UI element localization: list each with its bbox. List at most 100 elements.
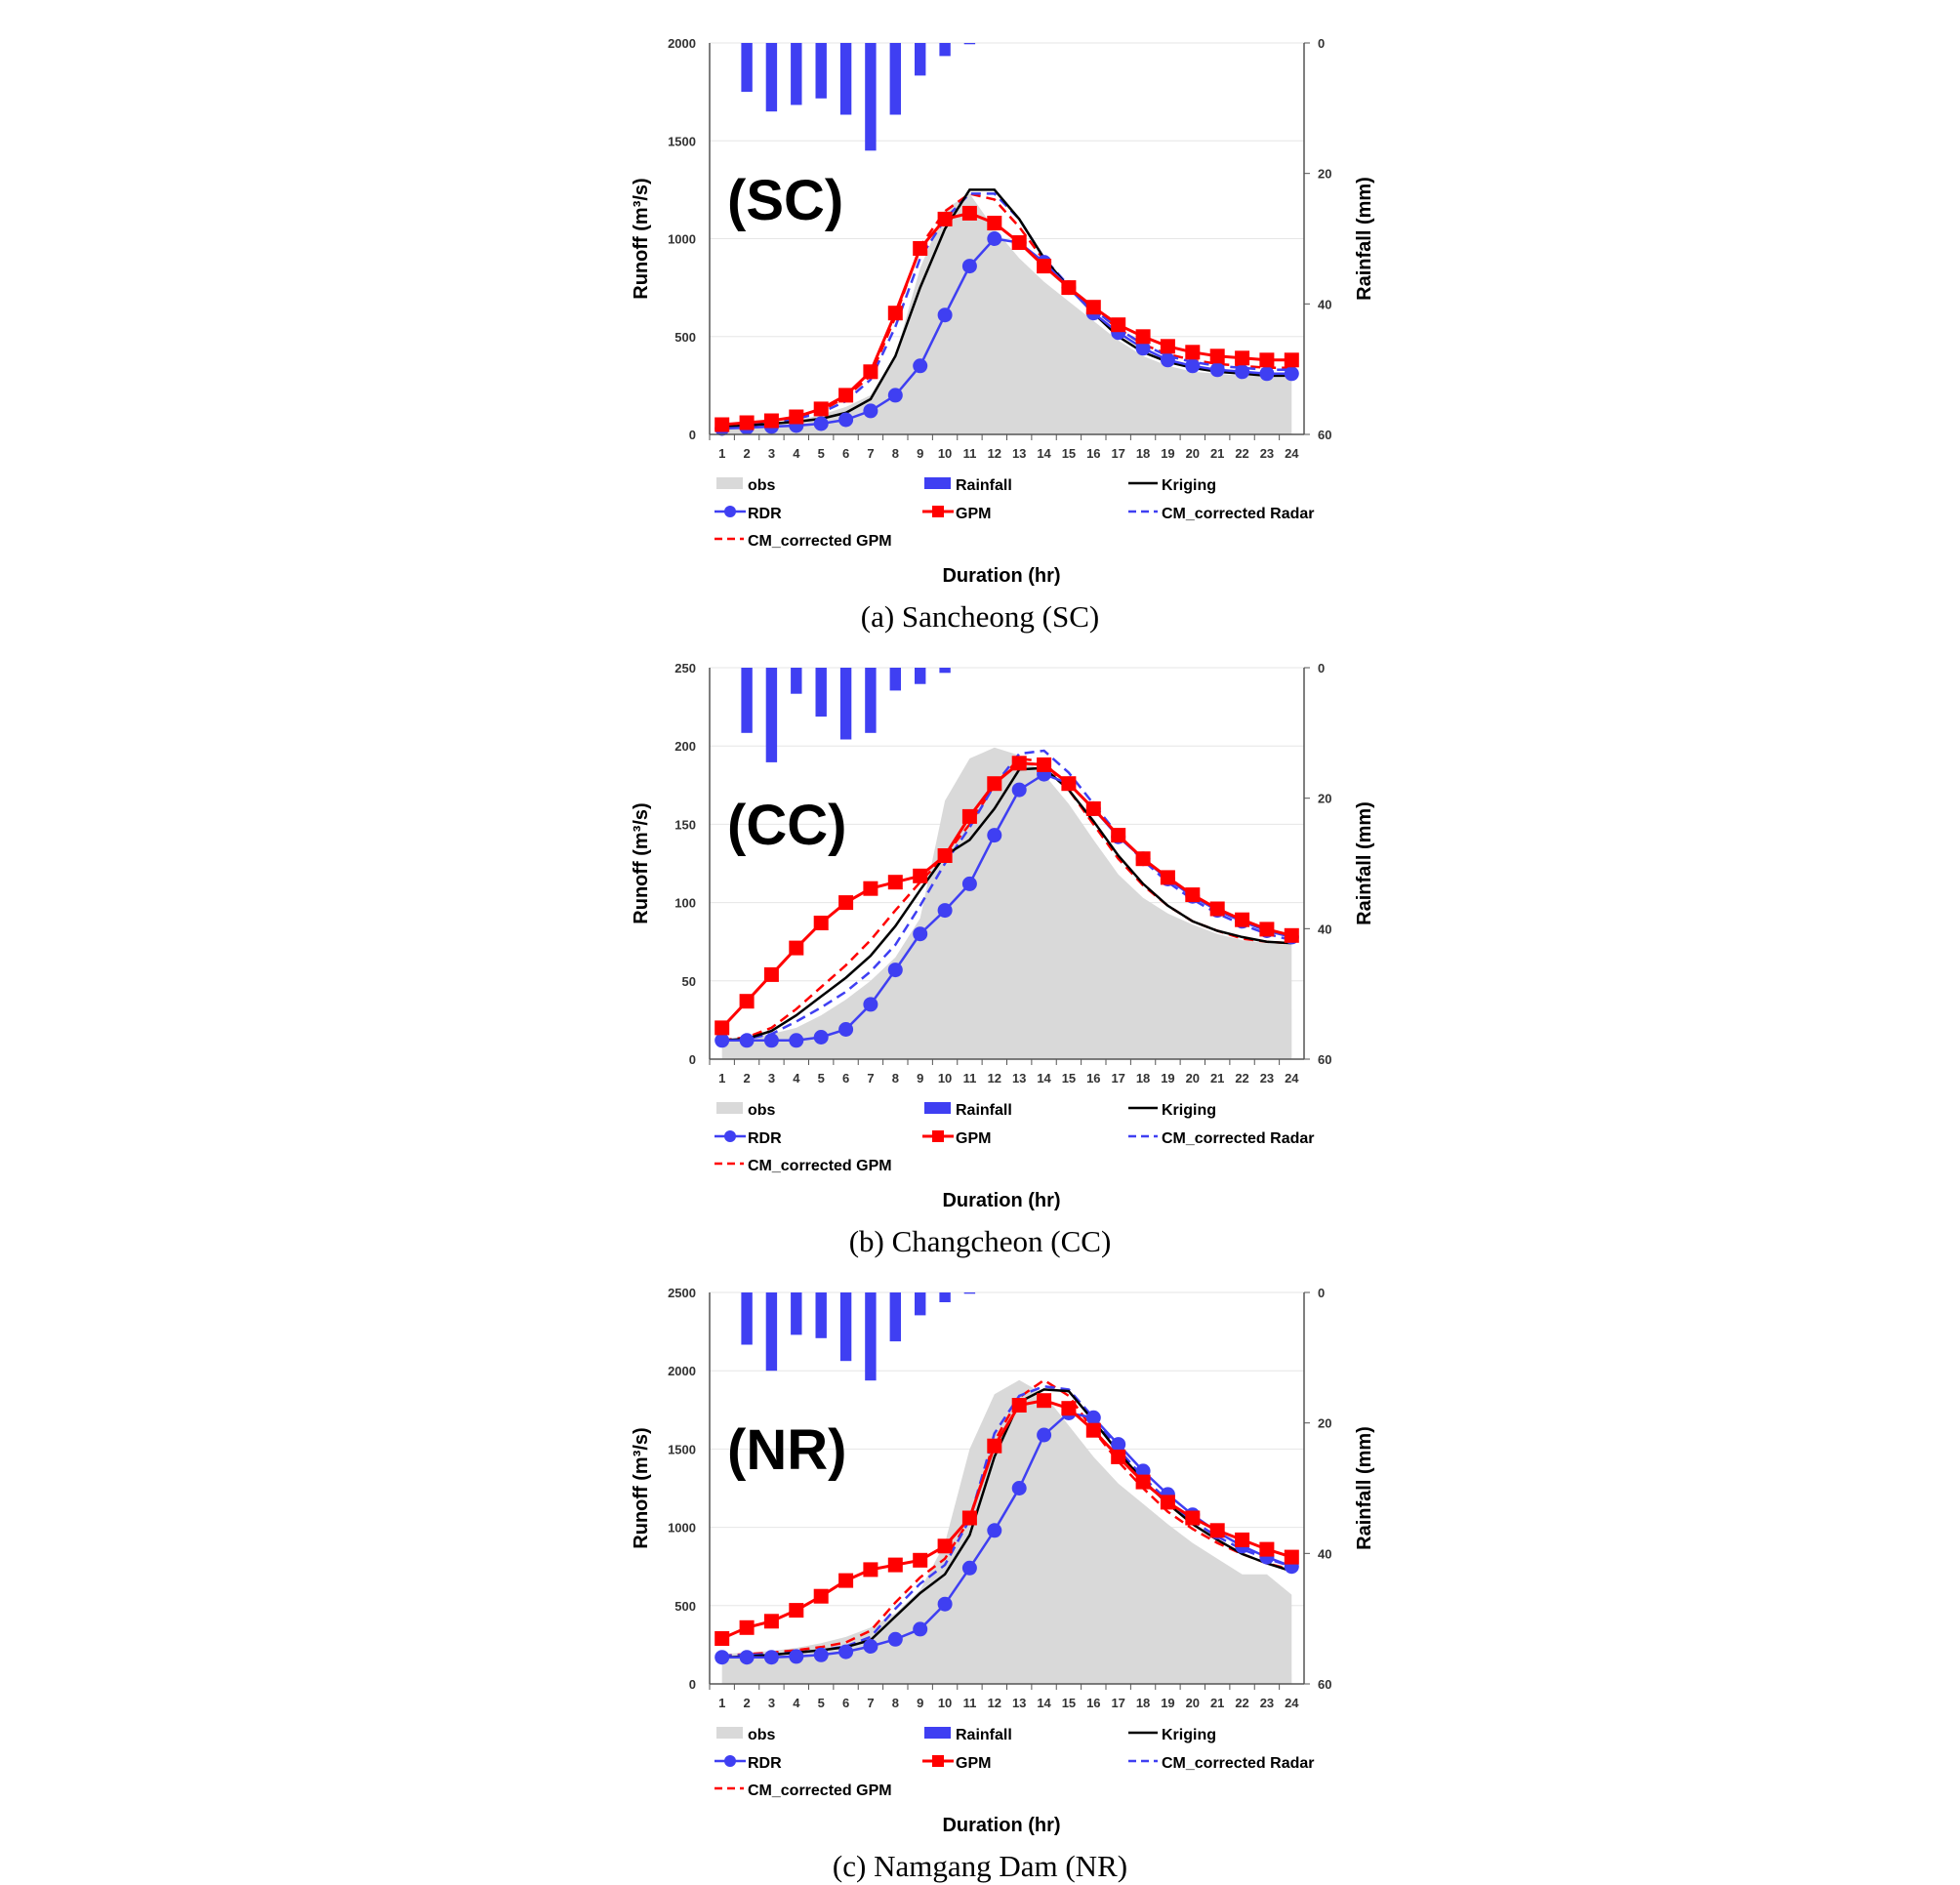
x-tick-label: 9 [917,446,923,461]
y-left-tick-label: 500 [674,330,696,345]
gpm-point [739,1619,755,1635]
gpm-point [1111,317,1126,333]
rdr-point [1185,358,1201,374]
gpm-point [715,1631,730,1646]
rdr-point [1037,1427,1052,1443]
rdr-point [887,1631,903,1647]
legend-rdr-label: RDR [748,506,782,522]
gpm-point [1259,1541,1275,1557]
rdr-point [937,903,953,919]
rainfall-bar [865,43,877,151]
rdr-point [1284,366,1299,382]
legend-gpm-label: GPM [956,1755,991,1772]
x-tick-label: 1 [718,446,725,461]
rdr-point [1111,1437,1126,1453]
rdr-point [863,1639,878,1654]
rdr-point [739,1650,755,1665]
legend-gpm-label: GPM [956,506,991,522]
legend-cm-radar-label: CM_corrected Radar [1162,1755,1315,1772]
gpm-point [887,875,903,890]
x-tick-label: 14 [1037,1071,1051,1086]
legend-gpm-marker [932,1755,944,1767]
x-tick-label: 7 [867,446,874,461]
rdr-point [763,1033,779,1048]
rdr-point [838,412,854,428]
rdr-point [789,1649,804,1664]
legend-rainfall-label: Rainfall [956,1102,1012,1119]
rdr-point [913,926,928,942]
gpm-point [913,868,928,883]
legend-obs-label: obs [748,1102,776,1119]
gpm-point [1135,851,1151,867]
x-tick-label: 24 [1285,1071,1299,1086]
gpm-point [763,1614,779,1629]
gpm-point [1259,352,1275,368]
y-right-tick-label: 20 [1318,1416,1331,1431]
chart-panel-sancheong: 0 500 1000 1500 2000 0 20 40 60 1 2 3 4 5 6 7 8 9 10 11 12 13… [0,0,1960,634]
gpm-point [1061,776,1077,792]
x-tick-label: 12 [988,446,1001,461]
rainfall-bar [815,668,827,717]
gpm-point [1160,870,1175,885]
gpm-point [987,216,1002,230]
x-tick-label: 2 [743,446,750,461]
x-tick-label: 22 [1235,446,1248,461]
rainfall-bar [839,668,852,740]
x-tick-label: 15 [1062,446,1076,461]
rdr-point [1011,782,1027,798]
x-tick-label: 16 [1086,1696,1100,1710]
gpm-point [813,401,829,417]
station-label: (CC) [727,794,846,857]
gpm-point [739,415,755,430]
legend-kriging-label: Kriging [1162,1102,1216,1119]
rainfall-bar [765,43,778,112]
x-tick-label: 18 [1136,446,1150,461]
caption-namgang-dam: (c) Namgang Dam (NR) [832,1849,1128,1883]
x-tick-label: 23 [1260,1071,1274,1086]
gpm-point [1209,901,1225,917]
gpm-point [913,1552,928,1568]
rdr-point [1135,341,1151,356]
gpm-point [1160,1495,1175,1510]
gpm-point [789,940,804,956]
x-tick-label: 1 [718,1696,725,1710]
gpm-point [1061,280,1077,296]
y-left-tick-label: 0 [689,1677,696,1692]
x-tick-label: 2 [743,1071,750,1086]
gpm-point [987,776,1002,792]
rainfall-bar [791,668,802,694]
x-tick-label: 4 [793,1071,800,1086]
gpm-point [937,1538,953,1554]
x-tick-label: 17 [1111,1071,1124,1086]
x-axis-title: Duration (hr) [942,565,1060,587]
y-right-tick-label: 0 [1318,36,1325,51]
gpm-point [1111,1449,1126,1464]
y-right-axis-title: Rainfall (mm) [1354,801,1375,925]
rainfall-bar [915,1292,926,1316]
rainfall-bar [939,1292,951,1302]
rainfall-bar [765,668,778,762]
rdr-point [1085,1410,1101,1425]
x-tick-label: 8 [892,1696,899,1710]
rainfall-bar [889,1292,901,1342]
x-tick-label: 4 [793,446,800,461]
x-tick-label: 10 [938,1071,952,1086]
rdr-point [838,1022,854,1037]
gpm-point [838,895,854,911]
rdr-point [715,1650,730,1665]
rdr-point [913,1621,928,1637]
x-tick-label: 9 [917,1696,923,1710]
rainfall-bar [915,668,926,684]
x-tick-label: 19 [1161,1071,1174,1086]
gpm-point [961,1510,977,1526]
gpm-point [813,916,829,930]
y-right-tick-label: 60 [1318,428,1331,442]
y-left-tick-label: 250 [674,661,696,676]
gpm-point [863,364,878,380]
legend-gpm-marker [932,506,944,517]
rdr-point [887,388,903,403]
rdr-point [1235,364,1250,380]
rainfall-bar [915,43,926,76]
gpm-point [961,205,977,221]
